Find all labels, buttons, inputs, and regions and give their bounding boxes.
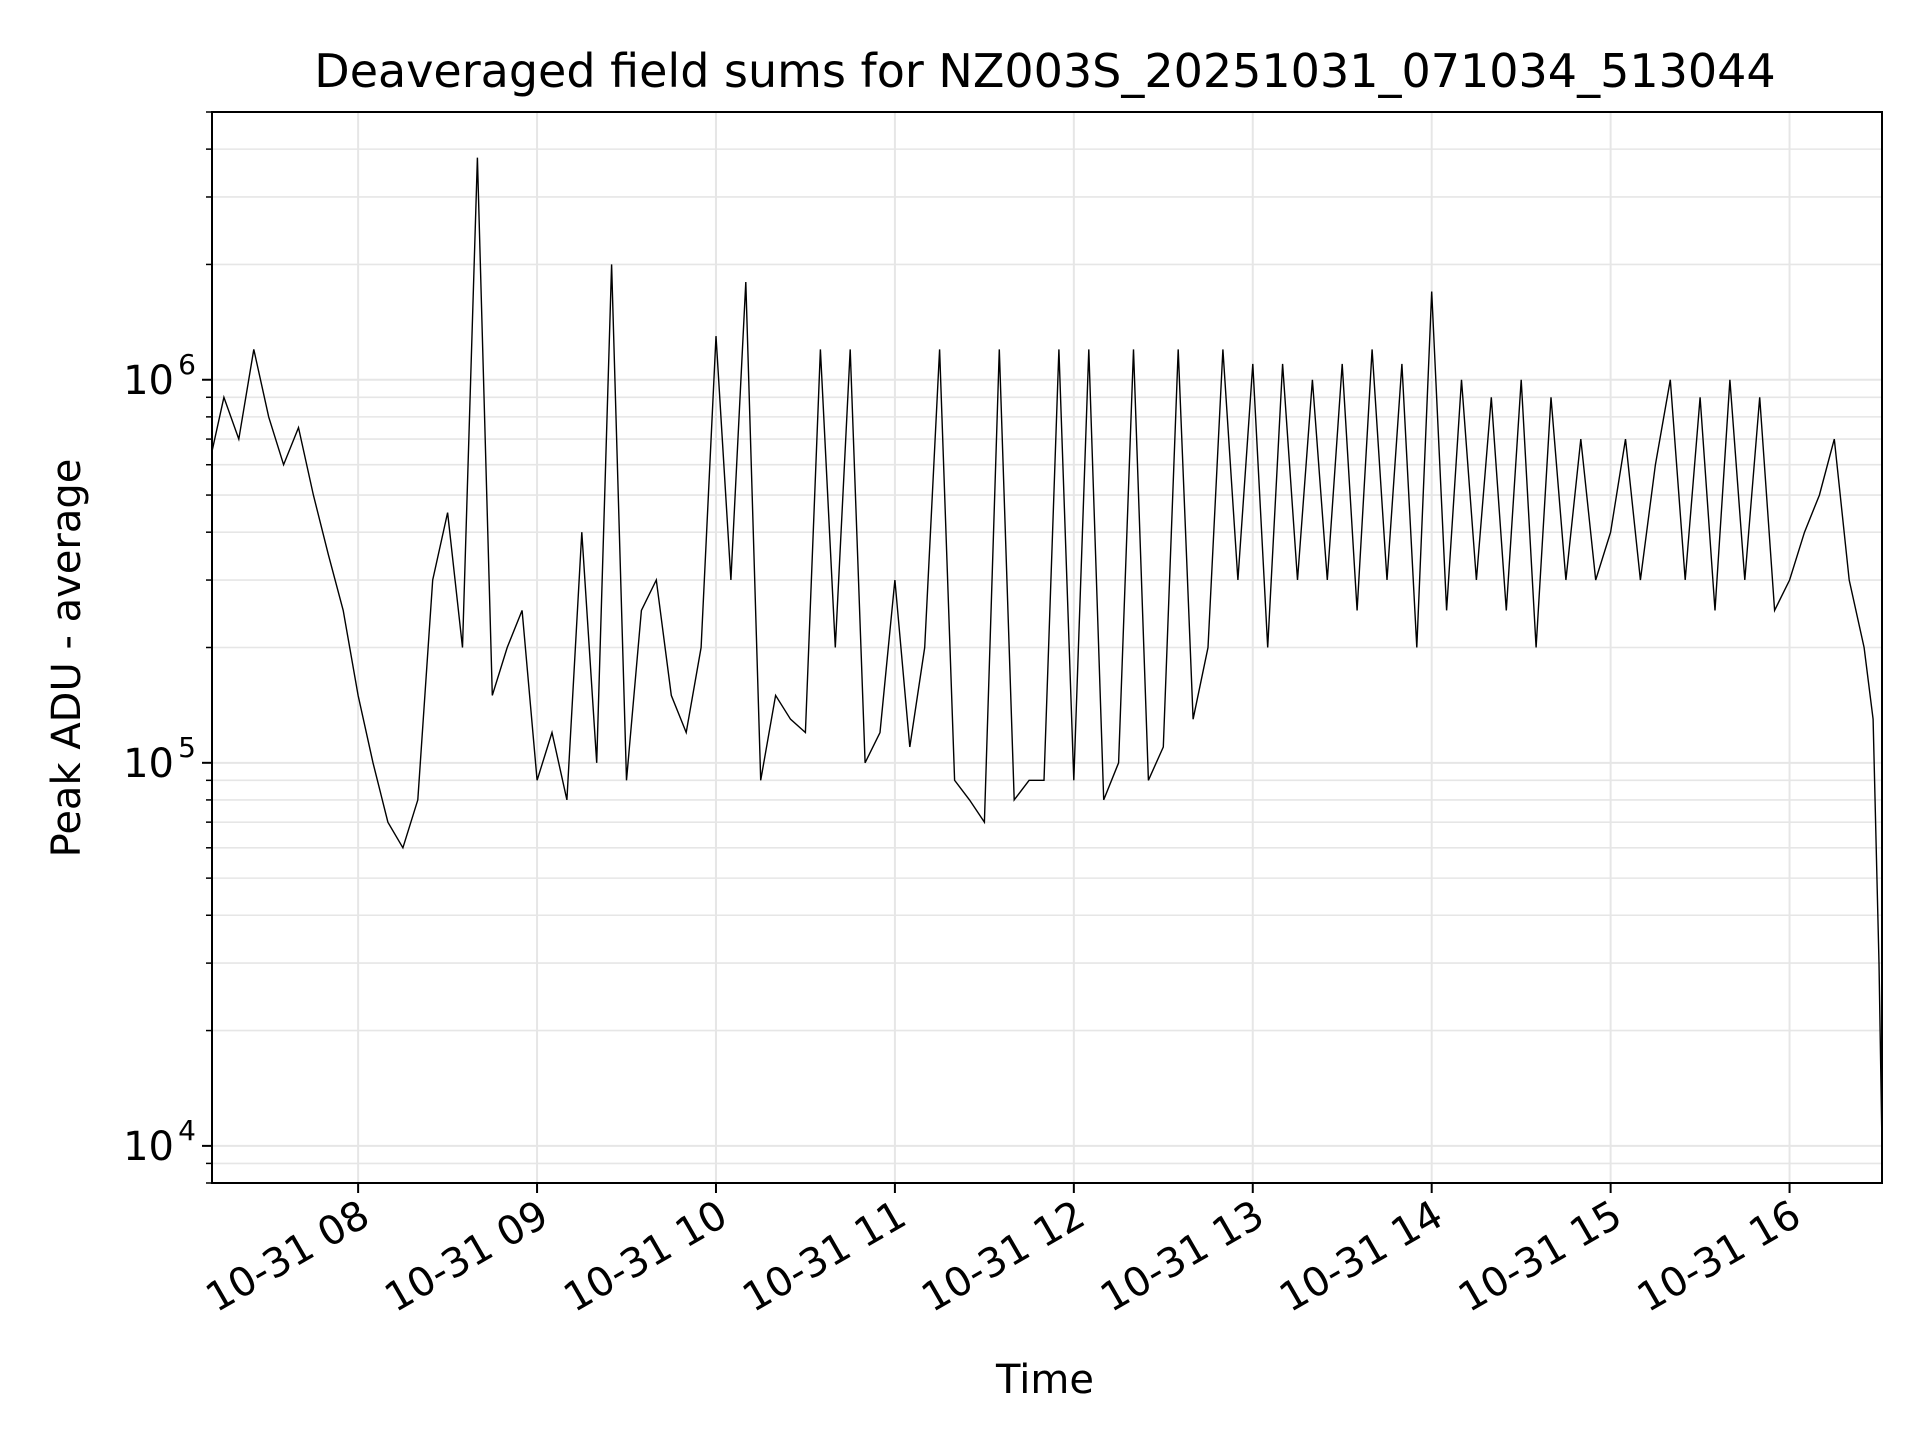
y-tick-label: 10 — [123, 1124, 174, 1170]
y-tick-exponent: 5 — [178, 731, 196, 764]
y-tick-exponent: 6 — [178, 348, 196, 381]
series-line — [211, 157, 1883, 1146]
x-axis-label: Time — [995, 1357, 1094, 1403]
y-axis-label: Peak ADU - average — [44, 459, 90, 858]
y-tick-label: 10 — [123, 741, 174, 787]
y-tick-exponent: 4 — [178, 1114, 196, 1147]
series-layer — [211, 157, 1883, 1146]
chart-title: Deaveraged field sums for NZ003S_2025103… — [314, 44, 1775, 98]
y-tick-label: 10 — [123, 358, 174, 404]
